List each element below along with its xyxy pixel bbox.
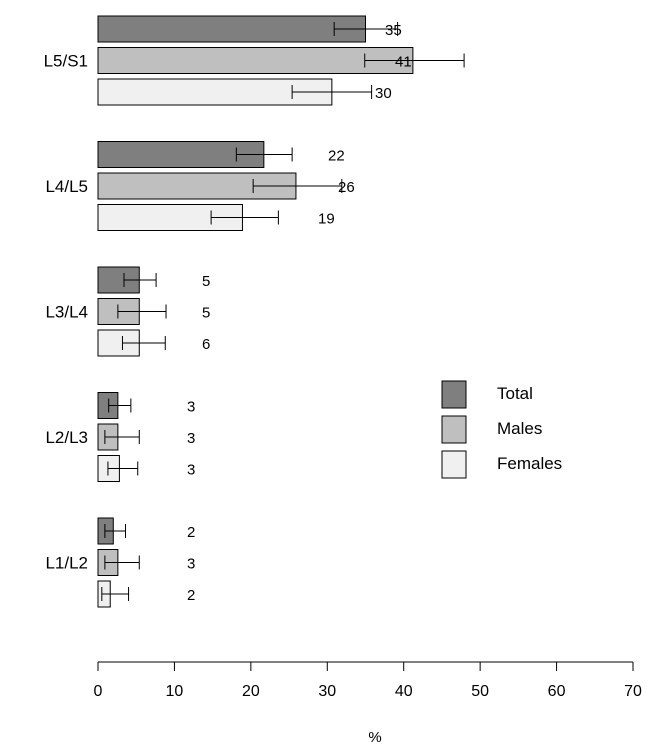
x-tick-label-50: 50 bbox=[471, 683, 489, 700]
category-label-l1-l2: L1/L2 bbox=[45, 554, 88, 573]
x-tick-label-0: 0 bbox=[94, 683, 103, 700]
bar-total-0 bbox=[97, 15, 366, 43]
x-tick-label-40: 40 bbox=[395, 683, 413, 700]
category-label-l3-l4: L3/L4 bbox=[45, 303, 88, 322]
error-bar-females-0 bbox=[291, 85, 373, 99]
category-label-l5-s1: L5/S1 bbox=[44, 52, 88, 71]
data-label-males-2: 5 bbox=[202, 305, 210, 322]
legend-swatch-females bbox=[441, 450, 467, 479]
data-label-females-0: 30 bbox=[375, 85, 392, 102]
data-label-total-1: 22 bbox=[328, 148, 345, 165]
bars-layer bbox=[97, 15, 465, 608]
x-axis-title: % bbox=[368, 729, 381, 745]
data-label-females-3: 3 bbox=[187, 462, 195, 479]
x-tick-label-70: 70 bbox=[624, 683, 642, 700]
legend-swatch-total bbox=[441, 380, 467, 409]
error-bar-males-0 bbox=[364, 53, 465, 68]
legend-swatch-males bbox=[441, 415, 467, 444]
error-bar-males-2 bbox=[117, 304, 167, 319]
bar-males-0 bbox=[97, 47, 414, 74]
error-bar-total-4 bbox=[104, 524, 127, 538]
data-label-males-3: 3 bbox=[187, 430, 195, 447]
error-bar-total-2 bbox=[123, 273, 157, 287]
category-label-l4-l5: L4/L5 bbox=[45, 177, 88, 196]
error-bar-total-3 bbox=[108, 398, 132, 413]
category-label-l2-l3: L2/L3 bbox=[45, 428, 88, 447]
legend-label-females: Females bbox=[497, 454, 562, 473]
error-bar-total-1 bbox=[235, 147, 293, 162]
data-label-males-4: 3 bbox=[187, 556, 195, 573]
x-tick-label-20: 20 bbox=[242, 683, 260, 700]
x-tick-label-60: 60 bbox=[548, 683, 566, 700]
error-bar-females-4 bbox=[101, 587, 130, 601]
data-label-total-3: 3 bbox=[187, 399, 195, 416]
data-label-total-4: 2 bbox=[187, 524, 195, 541]
data-label-males-1: 26 bbox=[338, 179, 355, 196]
data-label-females-1: 19 bbox=[318, 211, 335, 228]
data-label-females-4: 2 bbox=[187, 587, 195, 604]
error-bar-females-2 bbox=[121, 336, 166, 350]
legend-label-total: Total bbox=[497, 384, 533, 403]
data-label-males-0: 41 bbox=[395, 54, 412, 71]
error-bar-males-3 bbox=[104, 430, 140, 444]
data-label-females-2: 6 bbox=[202, 336, 210, 353]
legend-label-males: Males bbox=[497, 419, 542, 438]
labels-layer: L5/S1354130L4/L5222619L3/L4556L2/L3333L1… bbox=[44, 22, 412, 604]
error-bar-females-1 bbox=[210, 210, 279, 225]
error-bar-males-1 bbox=[252, 179, 343, 193]
x-axis: 0 10 20 30 40 50 60 70 bbox=[94, 661, 642, 700]
legend: Total Males Females bbox=[441, 380, 562, 479]
error-bar-males-4 bbox=[104, 555, 140, 570]
data-label-total-2: 5 bbox=[202, 273, 210, 290]
error-bar-total-0 bbox=[333, 22, 399, 36]
error-bar-females-3 bbox=[107, 461, 139, 476]
x-tick-label-30: 30 bbox=[318, 683, 336, 700]
x-tick-label-10: 10 bbox=[166, 683, 184, 700]
data-label-total-0: 35 bbox=[385, 22, 402, 39]
